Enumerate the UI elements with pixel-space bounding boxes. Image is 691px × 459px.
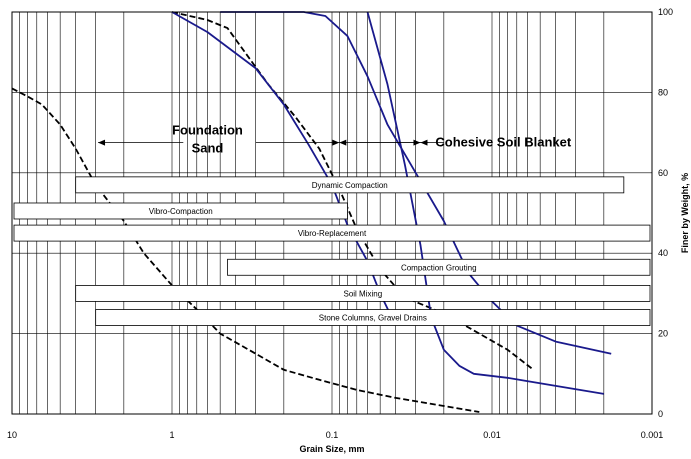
x-tick-label: 0.01 <box>483 430 501 440</box>
arrow-head <box>98 139 106 146</box>
arrow-head <box>332 139 340 146</box>
range-label: Soil Mixing <box>343 289 382 298</box>
y-tick-label: 40 <box>658 248 668 258</box>
y-tick-label: 80 <box>658 87 668 97</box>
tick-labels: 10 1 0.1 0.01 0.001 0 20 40 60 80 100 <box>7 7 673 440</box>
y-tick-label: 60 <box>658 168 668 178</box>
annotation-text: Foundation <box>172 123 243 138</box>
annotation-text: Cohesive Soil Blanket <box>435 135 571 150</box>
x-tick-label: 0.1 <box>326 430 339 440</box>
gradation-curve-1 <box>11 87 480 413</box>
range-label: Vibro-Compaction <box>149 207 213 216</box>
arrow-head <box>420 139 428 146</box>
ground-improvement-ranges: Dynamic Compaction Vibro-Compaction Vibro-… <box>13 176 651 326</box>
annotation-text: Sand <box>192 141 224 156</box>
range-box <box>75 284 651 302</box>
range-label: Vibro-Replacement <box>298 229 367 238</box>
x-tick-label: 1 <box>169 430 174 440</box>
gradation-curve-5 <box>366 11 604 395</box>
x-axis-label: Grain Size, mm <box>299 444 364 454</box>
arrow-head <box>339 139 347 146</box>
range-box <box>75 176 625 194</box>
y-tick-label: 20 <box>658 329 668 339</box>
range-label: Dynamic Compaction <box>312 181 388 190</box>
range-box <box>95 309 651 326</box>
y-tick-label: 100 <box>658 7 673 17</box>
x-tick-label: 10 <box>7 430 17 440</box>
range-label: Compaction Grouting <box>401 263 477 272</box>
range-label: Stone Columns, Gravel Drains <box>319 314 427 323</box>
range-box <box>13 202 348 220</box>
range-box <box>227 258 651 276</box>
y-axis-label: Finer by Weight, % <box>680 173 690 253</box>
annotations: Foundation Sand Cohesive Soil Blanket <box>98 123 572 156</box>
plot-frame <box>11 11 653 415</box>
y-tick-label: 0 <box>658 409 663 419</box>
x-tick-label: 0.001 <box>641 430 664 440</box>
gradation-curve-3 <box>171 11 397 326</box>
range-box <box>13 224 651 242</box>
